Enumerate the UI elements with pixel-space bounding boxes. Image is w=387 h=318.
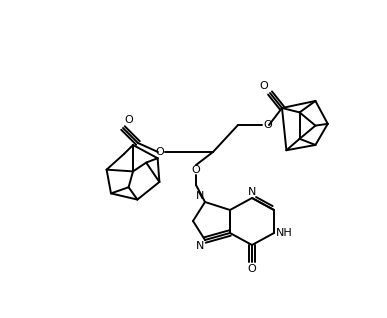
- Text: O: O: [263, 120, 272, 130]
- Text: O: O: [259, 81, 268, 91]
- Text: N: N: [248, 187, 256, 197]
- Text: O: O: [155, 147, 164, 157]
- Text: NH: NH: [276, 228, 293, 238]
- Text: O: O: [192, 165, 200, 175]
- Text: O: O: [248, 264, 256, 274]
- Text: O: O: [124, 115, 133, 125]
- Text: N: N: [195, 191, 204, 201]
- Text: N: N: [195, 241, 204, 251]
